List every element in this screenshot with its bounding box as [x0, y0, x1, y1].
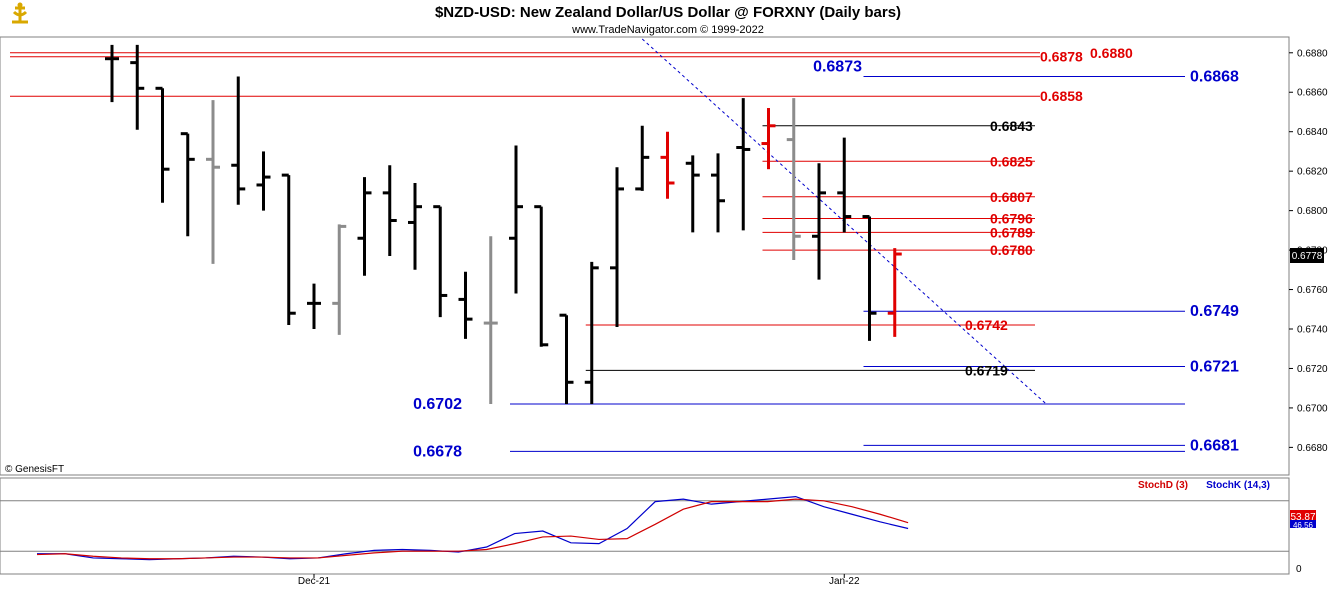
- stoch-legend: StochD (3) StochK (14,3): [1138, 480, 1270, 491]
- ohlc-bar: [812, 163, 826, 280]
- time-tick-label: Dec-21: [298, 576, 331, 587]
- price-tick-label: 0.6820: [1297, 167, 1328, 178]
- last-price-marker: 0.6778: [1290, 248, 1324, 263]
- price-panel: [0, 36, 1290, 476]
- ohlc-bar: [509, 145, 523, 294]
- ohlc-bar: [736, 98, 751, 231]
- ohlc-bar: [332, 224, 347, 335]
- level-label: 0.6742: [965, 317, 1008, 333]
- price-tick-label: 0.6680: [1297, 443, 1328, 454]
- legend-stochk: StochK (14,3): [1206, 480, 1270, 491]
- chart-subtitle: www.TradeNavigator.com © 1999-2022: [571, 24, 764, 36]
- ohlc-bar: [433, 205, 448, 318]
- ohlc-bar: [180, 132, 195, 237]
- level-label: 0.6749: [1190, 303, 1239, 320]
- price-tick-label: 0.6700: [1297, 403, 1328, 414]
- ohlc-bar: [660, 131, 675, 199]
- stoch-line: [36, 498, 909, 560]
- stochd-value-label: 53.87: [1290, 512, 1315, 523]
- level-label: 0.6873: [813, 59, 862, 76]
- level-label: 0.6678: [413, 443, 462, 460]
- ohlc-bar: [408, 183, 422, 270]
- level-label: 0.6807: [990, 189, 1033, 205]
- price-tick-label: 0.6800: [1297, 206, 1328, 217]
- level-label: 0.6702: [413, 396, 462, 413]
- level-label: 0.6719: [965, 362, 1008, 378]
- level-label: 0.6721: [1190, 358, 1239, 375]
- level-label: 0.6796: [990, 211, 1033, 227]
- level-label: 0.6825: [990, 153, 1033, 169]
- ohlc-bar: [837, 137, 852, 233]
- watermark: © GenesisFT: [5, 464, 64, 475]
- time-axis: Dec-21 Jan-22: [298, 574, 860, 587]
- ohlc-bar: [281, 173, 296, 326]
- ohlc-bar: [559, 313, 574, 404]
- ohlc-bar: [761, 108, 776, 170]
- price-tick-label: 0.6860: [1297, 88, 1328, 99]
- price-tick-label: 0.6880: [1297, 48, 1328, 59]
- level-label: 0.6858: [1040, 88, 1083, 104]
- ohlc-bar: [610, 167, 624, 328]
- stoch-axis-zero: 0: [1296, 564, 1302, 575]
- time-tick-label: Jan-22: [829, 576, 860, 587]
- level-label: 0.6789: [990, 224, 1033, 240]
- stoch-value-markers: 53.87 46.56: [1290, 510, 1316, 530]
- ohlc-bar: [130, 44, 145, 130]
- level-label: 0.6780: [990, 242, 1033, 258]
- ohlc-bar: [786, 98, 801, 260]
- level-label: 0.6681: [1190, 437, 1239, 454]
- stoch-panel: [0, 477, 1290, 575]
- price-tick-label: 0.6760: [1297, 285, 1328, 296]
- trade-navigator-logo-icon: [6, 2, 34, 28]
- level-label: 0.6878: [1040, 49, 1083, 65]
- ohlc-bar: [105, 44, 119, 103]
- price-tick-label: 0.6740: [1297, 325, 1328, 336]
- logo: [6, 2, 34, 28]
- price-tick-label: 0.6720: [1297, 364, 1328, 375]
- ohlc-bar: [635, 125, 650, 191]
- price-tick-label: 0.6840: [1297, 127, 1328, 138]
- chart-title: $NZD-USD: New Zealand Dollar/US Dollar @…: [435, 4, 901, 21]
- ohlc-bar: [685, 155, 700, 233]
- ohlc-bar: [231, 76, 246, 205]
- price-bars: [105, 44, 902, 404]
- ohlc-bar: [711, 153, 725, 233]
- ohlc-bar: [155, 86, 170, 203]
- level-label: 0.6880: [1090, 45, 1133, 61]
- ohlc-bar: [483, 236, 498, 404]
- ohlc-bar: [382, 165, 397, 256]
- price-levels: [10, 52, 1185, 452]
- stochk-value-label: 46.56: [1293, 521, 1314, 530]
- ohlc-bar: [887, 248, 902, 337]
- ohlc-bar: [307, 283, 321, 329]
- ohlc-bar: [534, 205, 549, 347]
- price-level-labels: 0.6880 0.6878 0.6873 0.6868 0.6858 0.6843 0.68…: [413, 45, 1239, 461]
- ohlc-bar: [862, 215, 877, 341]
- ohlc-bar: [206, 100, 220, 264]
- level-label: 0.6868: [1190, 68, 1239, 85]
- ohlc-bar: [357, 177, 372, 276]
- ohlc-bar: [584, 261, 599, 404]
- ohlc-bar: [256, 151, 271, 211]
- stochastic-panel: [0, 495, 1289, 561]
- level-label: 0.6843: [990, 118, 1033, 134]
- legend-stochd: StochD (3): [1138, 480, 1188, 491]
- ohlc-bar: [458, 271, 473, 339]
- last-price-label: 0.6778: [1292, 251, 1323, 262]
